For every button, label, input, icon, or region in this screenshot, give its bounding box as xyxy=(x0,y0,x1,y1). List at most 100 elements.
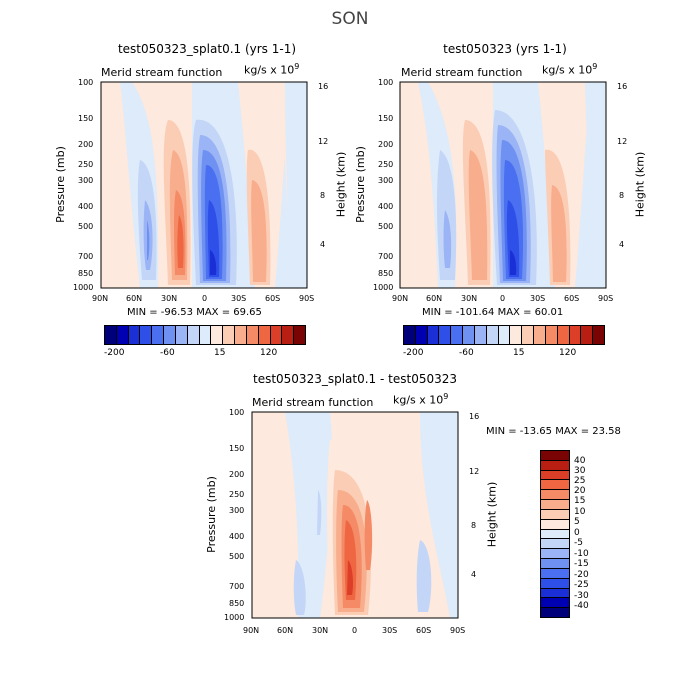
colorbar-swatch xyxy=(541,598,569,609)
colorbar-label: -60 xyxy=(459,348,474,358)
colorbar-swatch xyxy=(541,588,569,599)
panel-1-units: kg/s x 109 xyxy=(244,62,300,77)
y-tick: 300 xyxy=(78,176,94,185)
panel-3-colorbar xyxy=(540,450,570,618)
panel-3-contours xyxy=(252,412,458,618)
colorbar-label: -40 xyxy=(574,601,589,611)
y2-tick: 12 xyxy=(617,137,628,146)
colorbar-swatch xyxy=(498,326,511,344)
x-tick: 30S xyxy=(382,626,398,635)
y-tick: 1000 xyxy=(73,283,94,292)
panel-3-y2label: Height (km) xyxy=(485,481,499,548)
y-tick: 500 xyxy=(378,222,394,231)
colorbar-swatch xyxy=(541,451,569,461)
x-tick: 0 xyxy=(202,294,208,303)
colorbar-swatch xyxy=(557,326,570,344)
colorbar-swatch xyxy=(541,460,569,471)
colorbar-swatch xyxy=(541,480,569,491)
y-tick: 1000 xyxy=(373,283,394,292)
colorbar-label: 0 xyxy=(574,528,580,538)
panel-1-ylabel: Pressure (mb) xyxy=(53,146,67,223)
colorbar-swatch xyxy=(541,529,569,540)
y-tick: 700 xyxy=(78,252,94,261)
y-tick: 400 xyxy=(229,532,245,541)
panel-3-units: kg/s x 109 xyxy=(393,392,449,407)
y-tick: 500 xyxy=(78,222,94,231)
panel-3-subtitle: Merid stream function xyxy=(252,396,374,409)
y-tick: 150 xyxy=(229,444,245,453)
panel-2-ylabel: Pressure (mb) xyxy=(353,146,367,223)
colorbar-swatch xyxy=(427,326,440,344)
colorbar-swatch xyxy=(140,326,153,344)
y2-tick: 16 xyxy=(318,82,329,91)
y-tick: 150 xyxy=(78,114,94,123)
y-tick: 250 xyxy=(378,160,394,169)
colorbar-swatch xyxy=(541,549,569,560)
panel-3-stats: MIN = -13.65 MAX = 23.58 xyxy=(486,426,621,437)
colorbar-swatch xyxy=(235,326,247,344)
colorbar-swatch xyxy=(152,326,165,344)
panel-3-title: test050323_splat0.1 - test050323 xyxy=(252,372,457,386)
y-tick: 400 xyxy=(378,202,394,211)
y2-tick: 8 xyxy=(471,521,477,530)
panel-1-contours xyxy=(101,82,307,288)
y-tick: 200 xyxy=(229,470,245,479)
colorbar-swatch xyxy=(522,326,535,344)
x-tick: 90N xyxy=(243,626,260,635)
x-tick: 0 xyxy=(500,294,506,303)
colorbar-label: 20 xyxy=(574,486,586,496)
y-tick: 850 xyxy=(229,599,245,608)
colorbar-swatch xyxy=(105,326,117,344)
panel-1-colorbar xyxy=(104,325,306,345)
panel-1-title: test050323_splat0.1 (yrs 1-1) xyxy=(117,42,297,56)
colorbar-label: 15 xyxy=(574,496,586,506)
colorbar-swatch xyxy=(294,326,306,344)
colorbar-label: -15 xyxy=(574,559,589,569)
panel-2-units: kg/s x 109 xyxy=(542,62,598,77)
y-tick: 200 xyxy=(78,140,94,149)
colorbar-swatch xyxy=(199,326,212,344)
colorbar-label: -20 xyxy=(574,570,589,580)
y-tick: 300 xyxy=(378,176,394,185)
colorbar-swatch xyxy=(404,326,416,344)
colorbar-swatch xyxy=(451,326,464,344)
y-tick: 200 xyxy=(378,140,394,149)
colorbar-swatch xyxy=(534,326,546,344)
colorbar-label: -30 xyxy=(574,591,589,601)
colorbar-label: -200 xyxy=(104,348,125,358)
y-tick: 150 xyxy=(378,114,394,123)
y-tick: 100 xyxy=(78,78,94,87)
x-tick: 90S xyxy=(299,294,315,303)
x-tick: 60S xyxy=(416,626,432,635)
colorbar-label: 120 xyxy=(559,348,577,358)
y-tick: 100 xyxy=(229,408,245,417)
panel-1-stats: MIN = -96.53 MAX = 69.65 xyxy=(127,307,262,318)
colorbar-swatch xyxy=(541,559,569,569)
colorbar-label: -5 xyxy=(574,538,583,548)
colorbar-swatch xyxy=(545,326,558,344)
colorbar-label: 120 xyxy=(260,348,278,358)
colorbar-swatch xyxy=(541,509,569,520)
x-tick: 0 xyxy=(352,626,358,635)
colorbar-swatch xyxy=(211,326,224,344)
y2-tick: 4 xyxy=(320,240,326,249)
y-tick: 850 xyxy=(78,269,94,278)
panel-2-stats: MIN = -101.64 MAX = 60.01 xyxy=(422,307,564,318)
panel-2-title: test050323 (yrs 1-1) xyxy=(443,42,567,56)
colorbar-swatch xyxy=(541,578,569,589)
colorbar-label: -60 xyxy=(160,348,175,358)
panel-1-y2label: Height (km) xyxy=(334,151,348,218)
y-tick: 700 xyxy=(378,252,394,261)
colorbar-label: 15 xyxy=(214,348,226,358)
y-tick: 400 xyxy=(78,202,94,211)
panel-2-contours xyxy=(400,82,606,288)
colorbar-swatch xyxy=(270,326,283,344)
colorbar-swatch xyxy=(541,519,569,530)
y-tick: 250 xyxy=(78,160,94,169)
colorbar-swatch xyxy=(164,326,176,344)
y-tick: 250 xyxy=(229,490,245,499)
colorbar-swatch xyxy=(510,326,523,344)
colorbar-swatch xyxy=(581,326,594,344)
y-tick: 1000 xyxy=(224,613,245,622)
colorbar-swatch xyxy=(541,490,569,501)
